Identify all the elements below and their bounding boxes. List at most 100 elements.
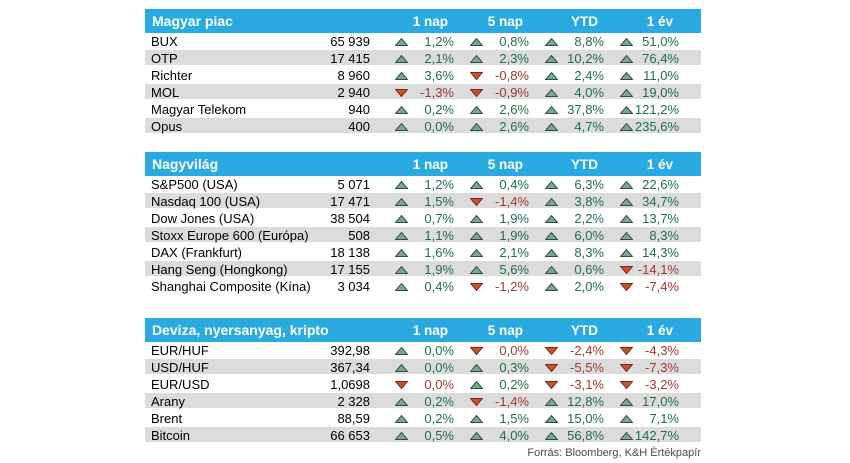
change-value: -4,3% xyxy=(645,343,679,358)
down-triangle-icon xyxy=(620,265,633,274)
up-triangle-icon xyxy=(620,231,633,240)
change-cell: 8,3% xyxy=(530,245,605,260)
down-triangle-icon xyxy=(395,88,408,97)
change-cell: 142,7% xyxy=(605,428,680,443)
market-table: Deviza, nyersanyag, kripto 1 nap 5 nap YTD 1… xyxy=(145,318,701,444)
change-value: 37,8% xyxy=(567,102,604,117)
change-cell: 2,0% xyxy=(530,279,605,294)
table-row: S&P500 (USA) 5 071 1,2% 0,4% 6,3% 22,6% xyxy=(145,176,701,193)
change-value: -7,4% xyxy=(645,279,679,294)
change-cell: 13,7% xyxy=(605,211,680,226)
change-cell: 0,2% xyxy=(455,377,530,392)
instrument-value: 66 653 xyxy=(330,428,370,443)
change-cell: -7,4% xyxy=(605,279,680,294)
change-value: 0,7% xyxy=(424,211,454,226)
change-value: 0,0% xyxy=(424,119,454,134)
change-value: 12,8% xyxy=(567,394,604,409)
instrument-name: USD/HUF xyxy=(151,360,209,375)
change-value: 0,4% xyxy=(499,177,529,192)
up-triangle-icon xyxy=(620,37,633,46)
change-value: 4,0% xyxy=(499,428,529,443)
up-triangle-icon xyxy=(395,122,408,131)
change-cell: 2,3% xyxy=(455,51,530,66)
instrument-value: 17 415 xyxy=(330,51,370,66)
column-header: YTD xyxy=(571,13,598,29)
change-value: 0,0% xyxy=(424,377,454,392)
table-row: Arany 2 328 0,2% -1,4% 12,8% 17,0% xyxy=(145,393,701,410)
change-value: 0,8% xyxy=(499,34,529,49)
up-triangle-icon xyxy=(470,180,483,189)
change-value: 34,7% xyxy=(642,194,679,209)
up-triangle-icon xyxy=(470,231,483,240)
change-value: 2,6% xyxy=(499,119,529,134)
change-cell: 14,3% xyxy=(605,245,680,260)
change-value: 11,0% xyxy=(643,68,679,83)
change-value: -1,4% xyxy=(495,394,529,409)
instrument-value: 400 xyxy=(348,119,370,134)
change-value: 2,2% xyxy=(574,211,604,226)
change-value: 1,6% xyxy=(424,245,454,260)
change-cell: 2,1% xyxy=(455,245,530,260)
change-cell: 12,8% xyxy=(530,394,605,409)
instrument-value: 940 xyxy=(348,102,370,117)
change-value: 1,2% xyxy=(424,177,454,192)
change-cell: -1,4% xyxy=(455,194,530,209)
change-cell: -4,3% xyxy=(605,343,680,358)
up-triangle-icon xyxy=(620,197,633,206)
up-triangle-icon xyxy=(470,265,483,274)
change-value: 15,0% xyxy=(567,411,604,426)
change-cell: 1,1% xyxy=(370,228,455,243)
change-value: -1,2% xyxy=(495,279,529,294)
change-value: 0,6% xyxy=(574,262,604,277)
instrument-name: Stoxx Europe 600 (Európa) xyxy=(151,228,309,243)
change-value: 6,0% xyxy=(574,228,604,243)
report-content: Magyar piac 1 nap 5 nap YTD 1 év BUX 65 939 1,2… xyxy=(145,9,701,459)
up-triangle-icon xyxy=(620,214,633,223)
down-triangle-icon xyxy=(470,282,483,291)
change-value: 2,1% xyxy=(499,245,529,260)
instrument-name: S&P500 (USA) xyxy=(151,177,238,192)
instrument-value: 17 471 xyxy=(330,194,370,209)
down-triangle-icon xyxy=(470,71,483,80)
instrument-value: 38 504 xyxy=(330,211,370,226)
up-triangle-icon xyxy=(470,431,483,440)
market-table: Nagyvilág 1 nap 5 nap YTD 1 év S&P500 (USA) 5 … xyxy=(145,152,701,295)
column-header: 5 nap xyxy=(487,13,523,29)
instrument-name: Opus xyxy=(151,119,183,134)
change-value: 121,2% xyxy=(634,102,679,117)
change-cell: 1,9% xyxy=(370,262,455,277)
up-triangle-icon xyxy=(545,431,558,440)
column-header: 1 év xyxy=(646,322,673,338)
change-cell: 3,8% xyxy=(530,194,605,209)
table-row: Bitcoin 66 653 0,5% 4,0% 56,8% 142,7% xyxy=(145,427,701,444)
up-triangle-icon xyxy=(545,248,558,257)
change-cell: 11,0% xyxy=(605,68,680,83)
instrument-value: 2 328 xyxy=(337,394,370,409)
instrument-name: Nasdaq 100 (USA) xyxy=(151,194,261,209)
change-value: 8,3% xyxy=(649,228,679,243)
column-header: 1 nap xyxy=(412,322,448,338)
down-triangle-icon xyxy=(545,363,558,372)
table-row: Shanghai Composite (Kína) 3 034 0,4% -1,2% 2… xyxy=(145,278,701,295)
change-cell: 4,0% xyxy=(530,85,605,100)
down-triangle-icon xyxy=(620,346,633,355)
instrument-value: 1,0698 xyxy=(330,377,370,392)
change-value: 2,3% xyxy=(499,51,529,66)
change-value: -3,1% xyxy=(570,377,604,392)
up-triangle-icon xyxy=(545,397,558,406)
change-cell: 0,2% xyxy=(370,411,455,426)
up-triangle-icon xyxy=(395,397,408,406)
change-cell: 0,0% xyxy=(455,343,530,358)
change-cell: 0,0% xyxy=(370,377,455,392)
up-triangle-icon xyxy=(470,363,483,372)
column-header: 1 nap xyxy=(412,13,448,29)
table-row: MOL 2 940 -1,3% -0,9% 4,0% 19,0% xyxy=(145,84,701,101)
change-value: 56,8% xyxy=(567,428,604,443)
up-triangle-icon xyxy=(620,88,633,97)
change-value: 6,3% xyxy=(574,177,604,192)
change-cell: 8,8% xyxy=(530,34,605,49)
change-value: 0,2% xyxy=(424,394,454,409)
table-row: EUR/USD 1,0698 0,0% 0,2% -3,1% -3,2% xyxy=(145,376,701,393)
up-triangle-icon xyxy=(545,282,558,291)
change-cell: 0,4% xyxy=(370,279,455,294)
